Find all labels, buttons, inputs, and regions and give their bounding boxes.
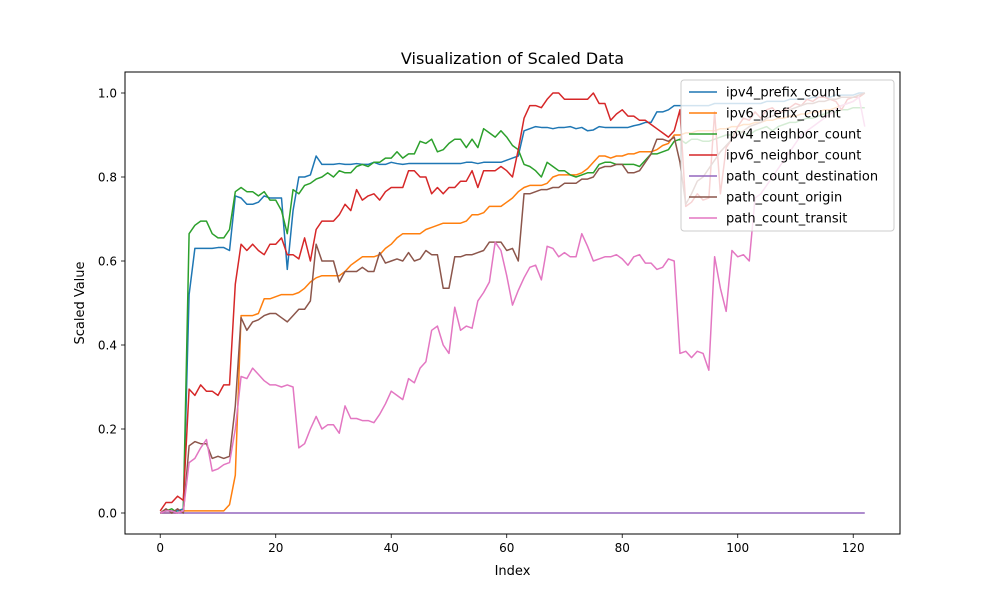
- x-tick-label: 100: [726, 541, 749, 555]
- x-tick-label: 40: [384, 541, 399, 555]
- y-tick-label: 0.8: [98, 171, 117, 185]
- legend-label: path_count_transit: [726, 212, 847, 227]
- plot-frame: [124, 71, 901, 535]
- y-tick-label: 0.4: [98, 339, 117, 353]
- x-axis: 0 20 40 60 80 100 120: [156, 534, 865, 555]
- x-tick-label: 80: [615, 541, 630, 555]
- x-tick-label: 20: [268, 541, 283, 555]
- y-axis-label: Scaled Value: [73, 261, 88, 344]
- legend-label: ipv6_neighbor_count: [726, 149, 861, 164]
- y-tick-label: 0.6: [98, 255, 117, 269]
- y-tick-label: 1.0: [98, 87, 117, 101]
- series-line-path-count-transit: [159, 96, 866, 514]
- legend: ipv4_prefix_count ipv6_prefix_count ipv4_n…: [680, 79, 895, 232]
- x-tick-label: 0: [156, 541, 164, 555]
- y-axis: 0.0 0.2 0.4 0.6 0.8 1.0: [98, 87, 125, 521]
- legend-box: [680, 79, 895, 232]
- legend-label: ipv4_prefix_count: [726, 86, 841, 101]
- chart-title: Visualization of Scaled Data: [401, 49, 624, 68]
- y-tick-label: 0.0: [98, 507, 117, 521]
- x-axis-label: Index: [495, 564, 531, 579]
- legend-label: path_count_origin: [726, 191, 842, 206]
- y-tick-label: 0.2: [98, 423, 117, 437]
- legend-label: ipv6_prefix_count: [726, 107, 841, 122]
- x-tick-label: 60: [499, 541, 514, 555]
- legend-label: ipv4_neighbor_count: [726, 128, 861, 143]
- legend-label: path_count_destination: [726, 170, 878, 185]
- x-tick-label: 120: [842, 541, 865, 555]
